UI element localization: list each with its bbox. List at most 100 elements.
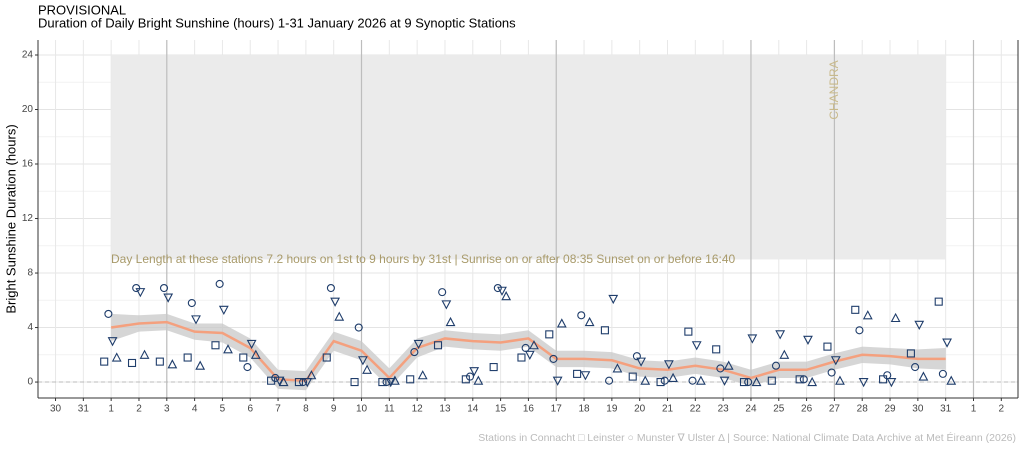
y-tick-label: 20 bbox=[22, 104, 34, 115]
point bbox=[879, 375, 888, 384]
point bbox=[135, 288, 146, 298]
x-tick-label: 31 bbox=[78, 404, 90, 415]
point bbox=[628, 372, 637, 381]
status: PROVISIONAL bbox=[38, 2, 126, 17]
point bbox=[159, 283, 169, 293]
x-tick-label: 2 bbox=[136, 404, 142, 415]
confidence-band bbox=[111, 313, 946, 391]
point bbox=[529, 340, 539, 350]
point bbox=[656, 378, 665, 387]
point bbox=[799, 375, 808, 384]
point bbox=[636, 357, 646, 367]
point bbox=[545, 330, 554, 339]
x-tick-label: 31 bbox=[940, 404, 952, 415]
point bbox=[334, 311, 345, 321]
point bbox=[250, 349, 261, 359]
point bbox=[779, 349, 790, 359]
annotation: Day Length at these stations 7.2 hours o… bbox=[111, 252, 736, 266]
point bbox=[107, 337, 118, 347]
x-tick-label: 23 bbox=[718, 404, 730, 415]
point bbox=[795, 375, 804, 384]
point bbox=[493, 283, 502, 293]
point bbox=[823, 342, 832, 351]
y-tick-label: 16 bbox=[22, 159, 34, 170]
point bbox=[469, 367, 480, 377]
point bbox=[406, 375, 415, 384]
point bbox=[191, 315, 201, 325]
point bbox=[461, 375, 470, 384]
point bbox=[556, 318, 567, 328]
y-tick-label: 12 bbox=[22, 213, 34, 224]
point bbox=[739, 378, 749, 387]
x-tick-label: 8 bbox=[303, 404, 309, 415]
point bbox=[501, 291, 512, 301]
x-tick-label: 21 bbox=[662, 404, 674, 415]
point bbox=[163, 293, 174, 303]
point bbox=[187, 298, 196, 308]
point bbox=[663, 360, 674, 370]
point bbox=[357, 356, 368, 366]
point bbox=[632, 352, 641, 361]
point bbox=[417, 370, 428, 380]
day-length-band bbox=[111, 54, 946, 260]
point bbox=[600, 326, 609, 335]
x-tick-label: 19 bbox=[606, 404, 618, 415]
x-tick-label: 16 bbox=[523, 404, 535, 415]
point bbox=[183, 353, 192, 362]
y-axis-label: Bright Sunshine Duration (hours) bbox=[3, 124, 18, 313]
x-tick-label: 24 bbox=[745, 404, 757, 415]
point bbox=[223, 344, 233, 354]
point bbox=[938, 369, 947, 378]
x-tick-label: 30 bbox=[912, 404, 924, 415]
point bbox=[886, 378, 897, 388]
x-tick-label: 27 bbox=[829, 404, 841, 415]
caption: Stations in Connacht □ Leinster ○ Munste… bbox=[478, 431, 1016, 444]
point bbox=[716, 364, 725, 373]
x-tick-label: 22 bbox=[690, 404, 702, 415]
point bbox=[712, 345, 721, 354]
point bbox=[267, 376, 276, 385]
point bbox=[517, 353, 526, 362]
point bbox=[906, 349, 915, 358]
point bbox=[605, 376, 614, 385]
point bbox=[914, 320, 925, 330]
point bbox=[723, 360, 734, 370]
point bbox=[195, 360, 206, 370]
point bbox=[274, 376, 285, 386]
point bbox=[362, 364, 372, 374]
point bbox=[744, 378, 753, 387]
x-tick-label: 28 bbox=[857, 404, 869, 415]
point bbox=[413, 339, 424, 350]
point bbox=[489, 363, 498, 372]
point bbox=[851, 305, 860, 314]
point bbox=[691, 341, 702, 351]
point bbox=[751, 376, 762, 387]
point bbox=[155, 357, 164, 366]
point bbox=[942, 338, 952, 348]
point bbox=[354, 323, 363, 332]
point bbox=[104, 309, 113, 318]
chart-title: Duration of Daily Bright Sunshine (hours… bbox=[38, 15, 516, 30]
x-tick-label: 6 bbox=[247, 404, 253, 415]
point bbox=[111, 352, 122, 362]
point bbox=[132, 283, 141, 293]
x-tick-label: 2 bbox=[999, 404, 1005, 415]
x-tick-label: 14 bbox=[467, 404, 479, 415]
point bbox=[465, 372, 475, 381]
x-tick-label: 4 bbox=[192, 404, 198, 415]
point bbox=[668, 372, 678, 383]
point bbox=[608, 294, 619, 305]
point bbox=[524, 350, 535, 360]
x-tick-label: 13 bbox=[439, 404, 451, 415]
point bbox=[827, 368, 836, 377]
point bbox=[803, 335, 813, 345]
x-tick-label: 1 bbox=[108, 404, 114, 415]
point bbox=[139, 349, 150, 359]
y-tick-label: 4 bbox=[27, 322, 33, 333]
point bbox=[218, 305, 229, 315]
point bbox=[239, 353, 248, 362]
point bbox=[580, 371, 591, 381]
point bbox=[552, 376, 563, 386]
point bbox=[862, 310, 873, 320]
x-tick-label: 11 bbox=[384, 404, 395, 415]
